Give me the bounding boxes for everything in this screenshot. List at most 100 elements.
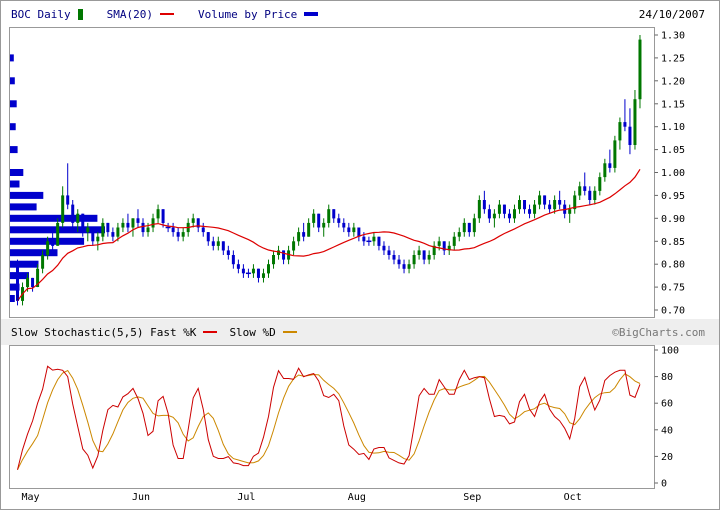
candle-body xyxy=(157,209,160,218)
candle-body xyxy=(31,278,34,287)
y-axis-label: 1.20 xyxy=(661,76,685,87)
candle-body xyxy=(408,264,411,269)
vbp-bar xyxy=(10,100,17,107)
slow-d-line-icon xyxy=(283,331,297,333)
x-axis-months: MayJunJulAugSepOct xyxy=(1,489,719,509)
candle-body xyxy=(458,232,461,237)
candle-body xyxy=(66,195,69,204)
vbp-bar xyxy=(10,77,15,84)
y-axis-label: 0.95 xyxy=(661,191,685,202)
candle-body xyxy=(202,228,205,233)
candle-body xyxy=(568,209,571,214)
candle-body xyxy=(603,163,606,177)
y-axis-label: 0.80 xyxy=(661,260,685,271)
candle-body xyxy=(257,269,260,278)
candle-body xyxy=(96,237,99,242)
candle-body xyxy=(232,255,235,264)
candle-body xyxy=(347,228,350,233)
vbp-icon xyxy=(304,12,318,16)
y-axis-label: 1.10 xyxy=(661,122,685,133)
candle-body xyxy=(553,200,556,209)
y-axis-label: 0.70 xyxy=(661,306,685,317)
indicator-legend-bar: Slow Stochastic(5,5) Fast %K Slow %D ©Bi… xyxy=(1,319,719,345)
symbol-legend: BOC Daily xyxy=(11,8,83,21)
candle-body xyxy=(332,209,335,218)
candle-body xyxy=(387,250,390,255)
y-axis-label: 0.75 xyxy=(661,283,685,294)
slow-d-label: Slow %D xyxy=(229,326,275,339)
y-axis-label: 40 xyxy=(661,425,673,436)
y-axis-label: 1.25 xyxy=(661,53,685,64)
y-axis-label: 1.05 xyxy=(661,145,685,156)
candle-body xyxy=(162,209,165,223)
candle-body xyxy=(508,214,511,219)
candle-body xyxy=(413,255,416,264)
vbp-legend: Volume by Price xyxy=(198,8,318,21)
candle-body xyxy=(327,209,330,223)
stock-chart-page: BOC Daily SMA(20) Volume by Price 24/10/… xyxy=(0,0,720,510)
vbp-bar xyxy=(10,249,58,256)
candle-icon xyxy=(78,9,83,20)
candle-body xyxy=(217,241,220,246)
y-axis-label: 0.90 xyxy=(661,214,685,225)
candle-body xyxy=(222,241,225,250)
candle-body xyxy=(302,232,305,237)
candle-body xyxy=(618,122,621,140)
candle-body xyxy=(518,200,521,209)
candle-body xyxy=(523,200,526,209)
candle-body xyxy=(192,218,195,223)
down-arrow-annotation: ↓ xyxy=(15,290,22,303)
candle-body xyxy=(91,228,94,242)
y-axis-label: 60 xyxy=(661,399,673,410)
candle-body xyxy=(136,218,139,223)
candle-body xyxy=(317,214,320,228)
candle-body xyxy=(51,241,54,246)
y-axis-label: 1.00 xyxy=(661,168,685,179)
candle-body xyxy=(533,205,536,214)
month-label: Sep xyxy=(463,492,481,503)
candle-body xyxy=(142,223,145,232)
candle-body xyxy=(593,191,596,200)
y-axis-label: 0 xyxy=(661,479,667,490)
candle-body xyxy=(453,237,456,246)
candle-body xyxy=(342,223,345,228)
candle-body xyxy=(633,99,636,145)
y-axis-label: 20 xyxy=(661,452,673,463)
candle-body xyxy=(131,218,134,227)
candle-body xyxy=(242,269,245,274)
candle-body xyxy=(438,241,441,246)
candle-body xyxy=(207,232,210,241)
price-chart: 0.700.750.800.850.900.951.001.051.101.15… xyxy=(9,27,713,319)
candle-body xyxy=(352,228,355,233)
candle-body xyxy=(398,260,401,265)
candle-body xyxy=(423,250,426,259)
candle-body xyxy=(61,195,64,223)
candle-body xyxy=(76,214,79,223)
y-axis-label: 0.85 xyxy=(661,237,685,248)
candle-body xyxy=(86,228,89,233)
candle-body xyxy=(322,223,325,228)
candle-body xyxy=(111,232,114,237)
candle-body xyxy=(608,163,611,168)
candle-body xyxy=(46,241,49,255)
candle-body xyxy=(172,228,175,233)
stochastic-chart: 020406080100 xyxy=(9,345,713,489)
candle-body xyxy=(498,205,501,214)
vbp-bar xyxy=(10,54,14,61)
candle-body xyxy=(121,223,124,228)
candle-body xyxy=(558,200,561,205)
legend-bar: BOC Daily SMA(20) Volume by Price 24/10/… xyxy=(1,1,719,27)
candle-body xyxy=(598,177,601,191)
candle-body xyxy=(56,223,59,246)
candle-body xyxy=(177,232,180,237)
candle-body xyxy=(212,241,215,246)
candle-body xyxy=(382,246,385,251)
fast-k-line-icon xyxy=(203,331,217,333)
month-label: Jun xyxy=(132,492,150,503)
candle-body xyxy=(588,191,591,200)
candle-body xyxy=(152,218,155,227)
candle-body xyxy=(543,195,546,204)
month-label: Oct xyxy=(564,492,582,503)
candle-body xyxy=(583,186,586,191)
candle-body xyxy=(478,200,481,218)
